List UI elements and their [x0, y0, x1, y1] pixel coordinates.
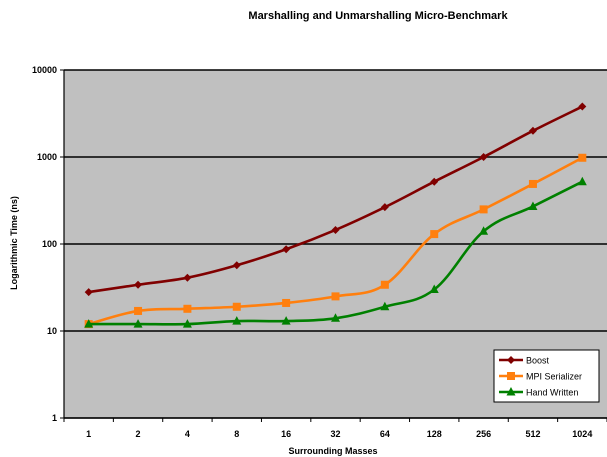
y-axis-title: Logarithmic Time (ns)	[9, 196, 19, 290]
data-point-boost	[430, 177, 439, 186]
y-tick-label: 1	[52, 413, 57, 423]
y-tick-label: 1000	[37, 152, 57, 162]
data-point-boost	[282, 245, 291, 254]
data-point-boost	[183, 273, 192, 282]
data-point-mpi-serializer	[134, 306, 143, 315]
x-tick-label: 64	[380, 429, 390, 439]
data-point-boost	[134, 280, 143, 289]
x-tick-label: 1024	[572, 429, 592, 439]
data-point-hand-written	[380, 301, 390, 311]
x-axis-title: Surrounding Masses	[288, 446, 377, 456]
data-point-hand-written	[133, 319, 143, 328]
x-tick-label: 16	[281, 429, 291, 439]
data-point-hand-written	[232, 316, 242, 325]
data-point-mpi-serializer	[183, 304, 192, 313]
data-point-boost	[528, 126, 537, 135]
x-tick-label: 1	[86, 429, 91, 439]
data-point-hand-written	[577, 176, 587, 186]
data-point-boost	[380, 203, 389, 212]
chart-title: Marshalling and Unmarshalling Micro-Benc…	[248, 10, 508, 22]
y-tick-label: 10	[47, 326, 57, 336]
data-point-mpi-serializer	[331, 292, 340, 301]
legend-label-mpi-serializer: MPI Serializer	[526, 372, 582, 382]
data-point-hand-written	[528, 201, 538, 210]
x-tick-label: 32	[330, 429, 340, 439]
x-tick-label: 512	[525, 429, 540, 439]
legend-marker-boost	[507, 356, 515, 364]
data-point-hand-written	[331, 313, 340, 322]
data-point-hand-written	[281, 316, 291, 325]
data-point-boost	[578, 102, 587, 111]
data-point-mpi-serializer	[232, 302, 241, 311]
x-tick-label: 4	[185, 429, 190, 439]
y-tick-label: 10000	[32, 65, 57, 75]
data-point-mpi-serializer	[430, 230, 439, 239]
legend-marker-mpi-serializer	[507, 372, 515, 380]
x-tick-label: 256	[476, 429, 491, 439]
data-point-boost	[479, 153, 488, 161]
legend-label-hand-written: Hand Written	[526, 388, 578, 398]
data-point-mpi-serializer	[528, 179, 537, 188]
data-point-boost	[84, 288, 93, 297]
data-point-boost	[331, 225, 340, 234]
data-point-mpi-serializer	[380, 280, 389, 289]
x-tick-label: 2	[136, 429, 141, 439]
data-point-hand-written	[479, 226, 489, 235]
data-point-mpi-serializer	[282, 298, 291, 307]
data-point-hand-written	[429, 284, 439, 293]
data-point-mpi-serializer	[479, 205, 488, 214]
data-point-hand-written	[84, 319, 94, 328]
data-point-mpi-serializer	[578, 153, 587, 162]
data-point-boost	[232, 261, 241, 270]
x-tick-label: 128	[427, 429, 442, 439]
x-tick-label: 8	[234, 429, 239, 439]
y-tick-label: 100	[42, 239, 57, 249]
legend-label-boost: Boost	[526, 356, 550, 366]
plot-area: 1 10 100 1000 10000 1 2 4 8 16 32 64 128 256 512 1024 Bo…	[32, 65, 607, 439]
data-point-hand-written	[182, 319, 192, 328]
legend-marker-hand-written	[506, 387, 516, 396]
